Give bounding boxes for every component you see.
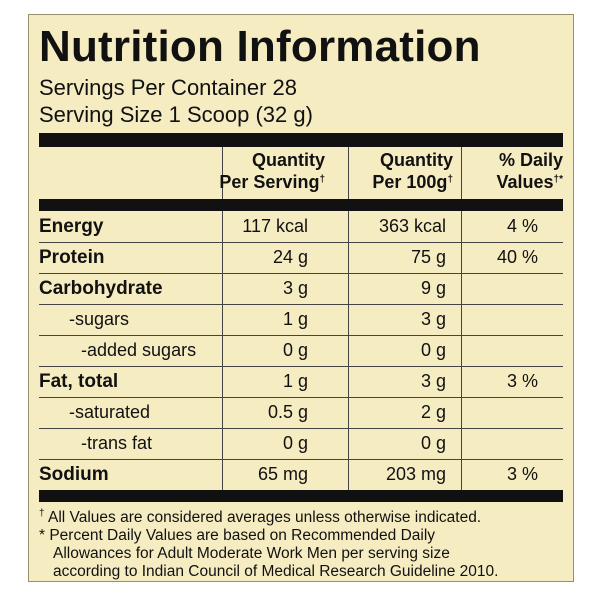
table-row: Sodium 65 mg 203 mg 3 % xyxy=(29,459,575,490)
nutrient-name: -sugars xyxy=(69,309,130,329)
nutrient-name: Carbohydrate xyxy=(39,278,163,299)
nutrition-panel: Nutrition Information Servings Per Conta… xyxy=(28,14,574,582)
table-row: Fat, total 1 g 3 g 3 % xyxy=(29,366,575,397)
per-serving-value: 65 mg xyxy=(257,464,308,484)
per-100g-value: 75 g xyxy=(410,247,446,267)
top-rule xyxy=(39,133,563,147)
bottom-rule xyxy=(39,490,563,502)
per-100g-value: 3 g xyxy=(420,309,446,329)
footnote-line: * Percent Daily Values are based on Reco… xyxy=(39,527,436,544)
serving-size: Serving Size 1 Scoop (32 g) xyxy=(39,102,313,127)
per-serving-value: 0 g xyxy=(282,433,308,453)
daily-value: 3 % xyxy=(506,371,538,391)
per-serving-value: 3 g xyxy=(282,278,308,298)
per-serving-value: 0.5 g xyxy=(267,402,308,422)
table-row: -sugars 1 g 3 g xyxy=(29,304,575,335)
table-row: -added sugars 0 g 0 g xyxy=(29,335,575,366)
column-divider xyxy=(348,147,349,490)
nutrient-name: -saturated xyxy=(69,402,151,422)
column-header-per-serving: Quantity Per Serving† xyxy=(219,149,325,193)
table-row: -saturated 0.5 g 2 g xyxy=(29,397,575,428)
column-header-daily-values: % Daily Values†* xyxy=(497,149,564,193)
per-serving-value: 1 g xyxy=(282,371,308,391)
per-100g-value: 2 g xyxy=(420,402,446,422)
per-100g-value: 9 g xyxy=(420,278,446,298)
column-header-line: Per 100g† xyxy=(372,172,453,192)
daily-value: 4 % xyxy=(506,216,538,236)
per-100g-value: 363 kcal xyxy=(378,216,446,236)
row-divider xyxy=(39,397,563,398)
column-header-line: Per Serving† xyxy=(219,172,325,192)
column-divider xyxy=(461,147,462,490)
nutrient-name: -added sugars xyxy=(81,340,197,360)
column-divider xyxy=(222,147,223,490)
table-row: Energy 117 kcal 363 kcal 4 % xyxy=(29,211,575,242)
daily-value: 40 % xyxy=(496,247,538,267)
nutrient-name: Sodium xyxy=(39,464,109,485)
row-divider xyxy=(39,459,563,460)
page-title: Nutrition Information xyxy=(39,22,481,71)
per-serving-value: 1 g xyxy=(282,309,308,329)
footnote-line: according to Indian Council of Medical R… xyxy=(53,563,499,580)
row-divider xyxy=(39,335,563,336)
row-divider xyxy=(39,428,563,429)
per-100g-value: 3 g xyxy=(420,371,446,391)
footnote-line: Allowances for Adult Moderate Work Men p… xyxy=(53,545,450,562)
nutrient-name: Protein xyxy=(39,247,105,268)
header-rule xyxy=(39,199,563,211)
nutrient-name: -trans fat xyxy=(81,433,153,453)
per-100g-value: 0 g xyxy=(420,340,446,360)
row-divider xyxy=(39,242,563,243)
row-divider xyxy=(39,304,563,305)
row-divider xyxy=(39,273,563,274)
servings-per-container: Servings Per Container 28 xyxy=(39,75,298,100)
table-row: Protein 24 g 75 g 40 % xyxy=(29,242,575,273)
table-row: -trans fat 0 g 0 g xyxy=(29,428,575,459)
per-serving-value: 24 g xyxy=(272,247,308,267)
per-100g-value: 203 mg xyxy=(385,464,446,484)
nutrient-name: Energy xyxy=(39,216,104,237)
daily-value: 3 % xyxy=(506,464,538,484)
column-header-line: % Daily xyxy=(498,150,563,170)
per-serving-value: 0 g xyxy=(282,340,308,360)
nutrient-name: Fat, total xyxy=(39,371,119,392)
column-header-line: Quantity xyxy=(379,150,453,170)
column-header-line: Quantity xyxy=(251,150,325,170)
column-header-per-100g: Quantity Per 100g† xyxy=(372,149,453,193)
footnote-dagger: † All Values are considered averages unl… xyxy=(39,508,482,527)
per-100g-value: 0 g xyxy=(420,433,446,453)
row-divider xyxy=(39,366,563,367)
column-header-line: Values†* xyxy=(496,172,564,192)
table-row: Carbohydrate 3 g 9 g xyxy=(29,273,575,304)
per-serving-value: 117 kcal xyxy=(242,216,308,236)
footnote-percent-daily: * Percent Daily Values are based on Reco… xyxy=(39,527,569,581)
